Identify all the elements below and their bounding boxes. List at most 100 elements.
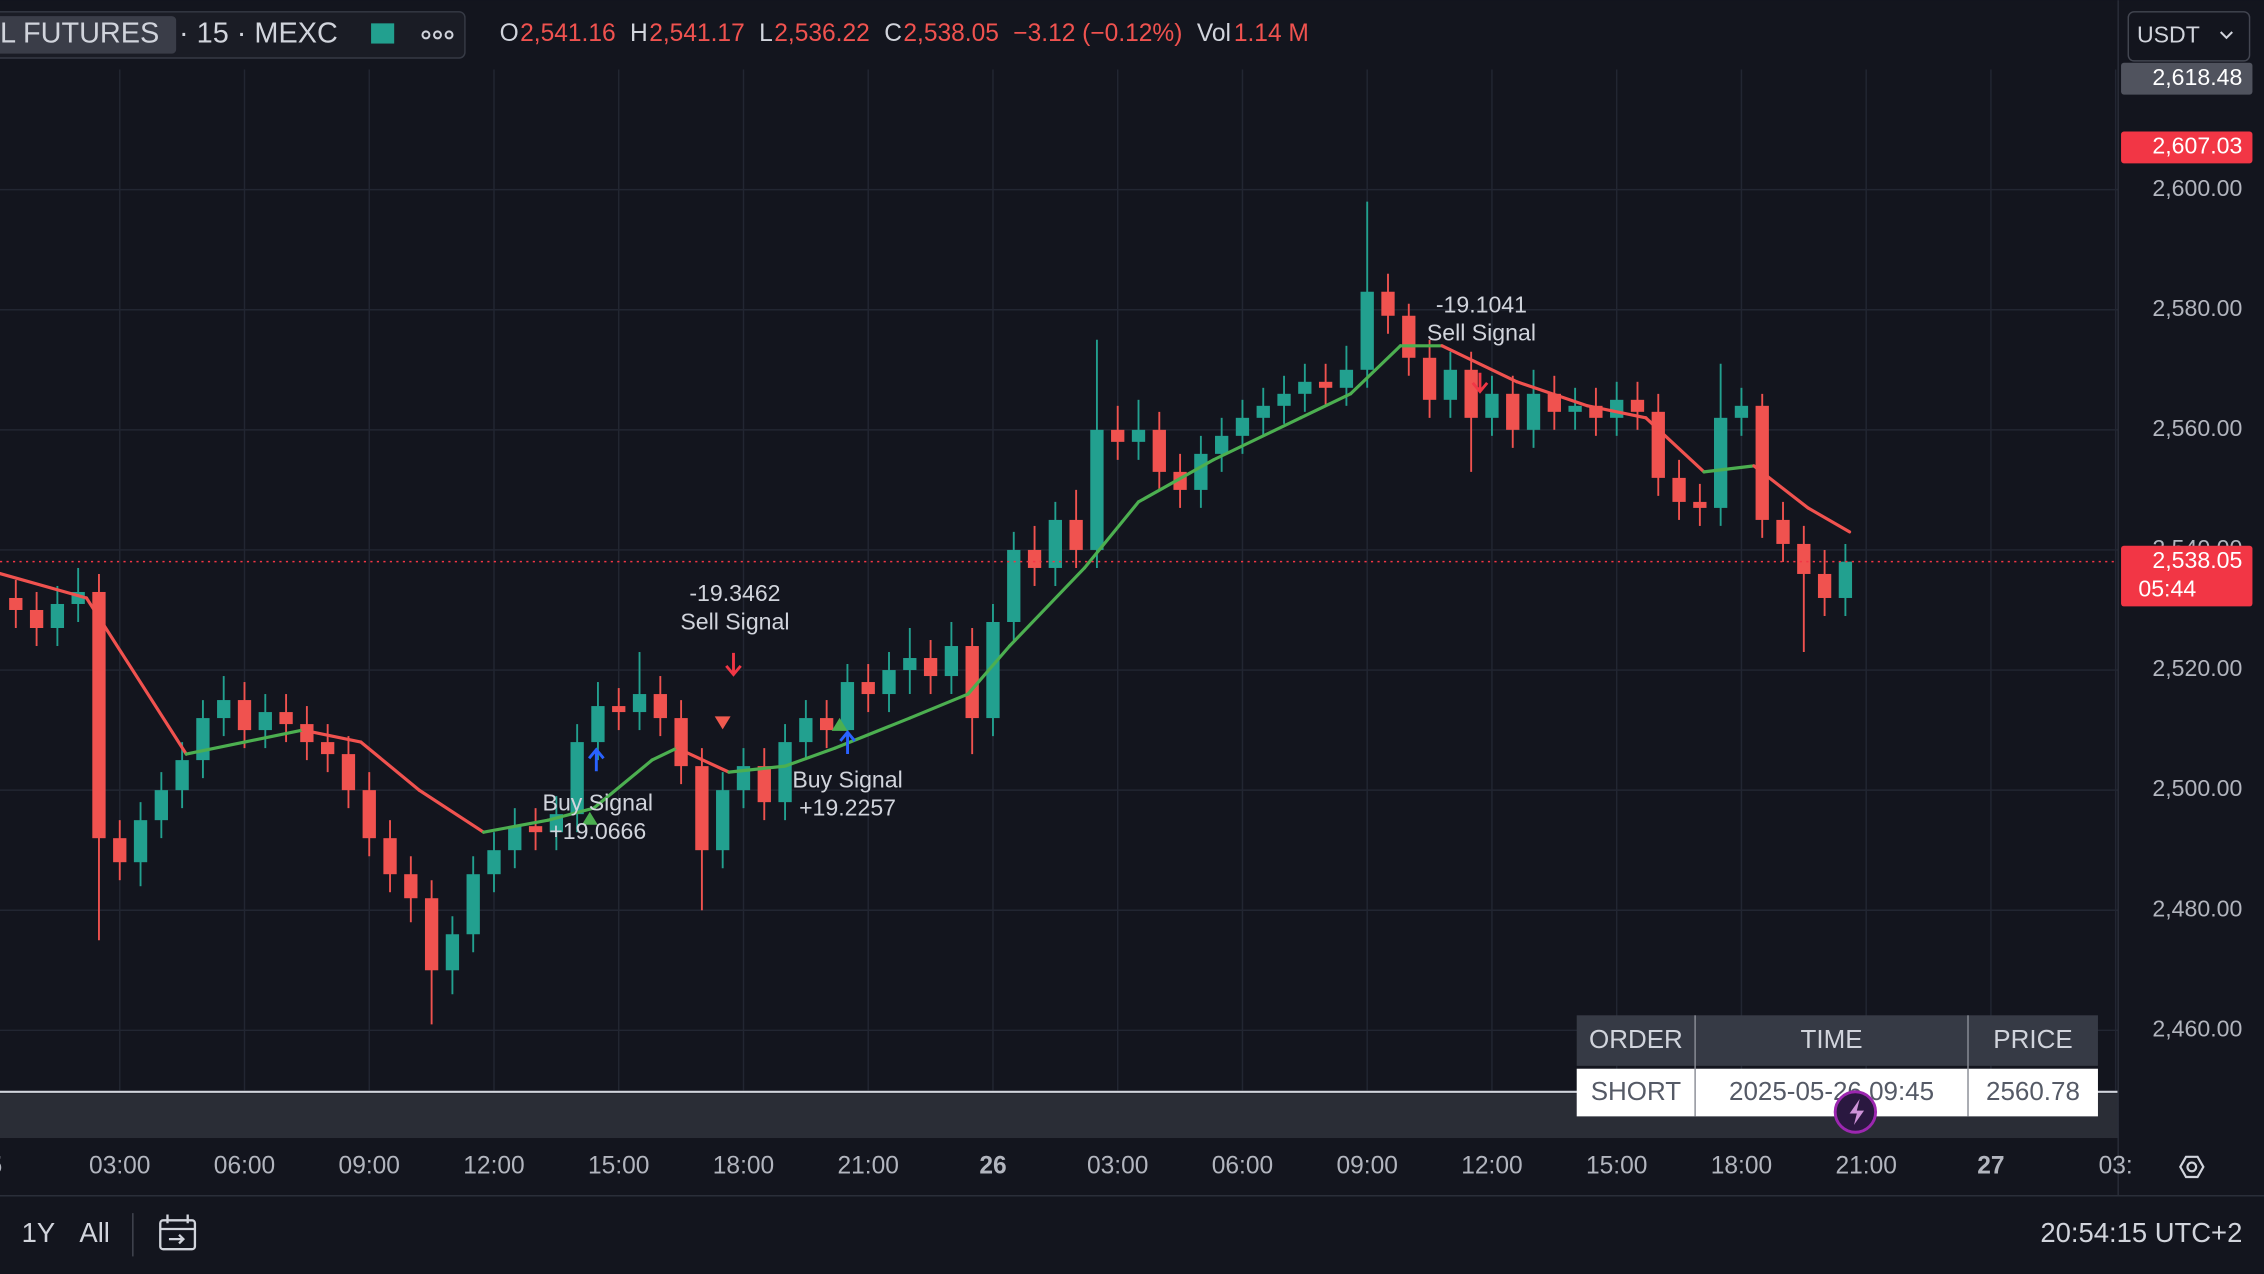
candle-body xyxy=(965,646,979,719)
dropdown-chevron xyxy=(2219,31,2233,40)
candle-body xyxy=(570,742,584,815)
moving-average-segment xyxy=(1702,464,1756,474)
moving-average-segment xyxy=(1644,416,1706,474)
date-range-icon[interactable] xyxy=(159,1214,197,1251)
moving-average-segment xyxy=(1440,344,1519,384)
candle-body xyxy=(92,591,106,839)
moving-average-segment xyxy=(184,740,247,756)
ohlc-value: 2,541.17 xyxy=(649,20,745,47)
candle-body xyxy=(154,790,168,821)
y-tick-label: 2,460.00 xyxy=(2152,1015,2242,1041)
currency[interactable]: USDT xyxy=(2137,21,2200,47)
moving-average-segment xyxy=(1136,458,1215,504)
candle-body xyxy=(9,597,23,610)
candle-body xyxy=(1298,381,1312,394)
x-tick-label: 26 xyxy=(979,1152,1006,1179)
price-tag-label: 2,538.05 xyxy=(2152,547,2242,573)
moving-average-segment xyxy=(1806,506,1852,534)
moving-average-segment xyxy=(727,764,787,774)
candle-body xyxy=(217,700,231,719)
moving-average-segment xyxy=(0,571,89,600)
candle-body xyxy=(1713,417,1728,508)
candle-body xyxy=(341,754,356,791)
candle-body xyxy=(50,603,65,629)
candle-body xyxy=(1007,549,1021,623)
candle-body xyxy=(1111,429,1125,442)
symbol-highlight xyxy=(0,16,177,54)
x-tick-label: 27 xyxy=(1977,1152,2004,1179)
x-tick-label: 18:00 xyxy=(1711,1152,1772,1179)
candle-body xyxy=(819,718,834,731)
volume-value: 1.14 M xyxy=(1234,20,1309,47)
x-tick-label: 06:00 xyxy=(1212,1152,1273,1179)
x-tick-label: 18:00 xyxy=(713,1152,774,1179)
candle-body xyxy=(1277,393,1291,406)
range-button[interactable]: All xyxy=(79,1217,109,1248)
signal-label: Buy Signal xyxy=(543,790,653,816)
candle-body xyxy=(1817,573,1832,598)
candle-body xyxy=(1090,429,1104,550)
candle-body xyxy=(757,766,771,803)
y-tick-label: 2,560.00 xyxy=(2152,415,2242,441)
candle-body xyxy=(653,694,667,719)
moving-average-segment xyxy=(301,728,363,744)
candle-body xyxy=(1360,291,1374,370)
range-button[interactable]: 1Y xyxy=(22,1217,56,1248)
candle-body xyxy=(1838,561,1853,598)
candle-body xyxy=(1422,357,1437,400)
table-cell: 2025-05-26 09:45 xyxy=(1729,1076,1934,1106)
table-header: ORDER xyxy=(1589,1024,1683,1054)
candle-body xyxy=(1402,315,1416,358)
candle-body xyxy=(508,826,522,851)
ohlc-value: 2,536.22 xyxy=(774,20,870,47)
candle-body xyxy=(799,718,813,743)
candle-body xyxy=(237,700,252,731)
candle-body xyxy=(1651,411,1665,478)
candle-body xyxy=(1526,393,1541,430)
signal-label: -19.1041 xyxy=(1436,291,1527,317)
candle-body xyxy=(113,838,127,863)
candle-body xyxy=(1547,393,1561,412)
candle-body xyxy=(1215,435,1229,454)
change: −3.12 (−0.12%) xyxy=(1013,20,1182,47)
signal-label: -19.3462 xyxy=(689,580,780,606)
candle-body xyxy=(362,790,376,839)
symbol-details: · 15 · MEXC xyxy=(179,18,338,50)
price-tag xyxy=(2121,62,2253,95)
symbol[interactable]: L FUTURES xyxy=(0,18,159,50)
candle-body xyxy=(882,670,896,695)
x-tick-label: 15:00 xyxy=(1586,1152,1647,1179)
ohlc-key: O xyxy=(500,20,519,47)
candle-body xyxy=(29,609,44,629)
moving-average-segment xyxy=(1211,416,1303,462)
moving-average-segment xyxy=(84,596,188,756)
currency-select[interactable] xyxy=(2127,11,2251,62)
signal-label: Buy Signal xyxy=(792,766,902,792)
candle-body xyxy=(1755,405,1769,520)
candle-body xyxy=(404,874,418,899)
table-header: TIME xyxy=(1801,1024,1863,1054)
x-tick-label: 09:00 xyxy=(1337,1152,1398,1179)
x-tick-label: 15:00 xyxy=(588,1152,649,1179)
candle-body xyxy=(1610,399,1624,418)
candle-body xyxy=(279,712,293,725)
x-tick-label: 12:00 xyxy=(1461,1152,1522,1179)
candle-body xyxy=(591,706,605,743)
table-cell: SHORT xyxy=(1591,1076,1682,1106)
candle-body xyxy=(1027,549,1042,568)
settings-icon[interactable] xyxy=(2179,1155,2205,1179)
more-icon[interactable] xyxy=(421,30,454,40)
candle-body xyxy=(466,874,480,935)
candle-body xyxy=(840,682,855,731)
moving-average-segment xyxy=(242,728,305,744)
candle-body xyxy=(445,934,460,971)
moving-average-segment xyxy=(1752,464,1810,510)
candle-body xyxy=(1443,369,1458,400)
candle-body xyxy=(986,622,1000,719)
moving-average-segment xyxy=(546,806,596,822)
table-text: ORDER TIME PRICE SHORT 2025-05-26 09:45 2560.… xyxy=(1589,1024,2080,1106)
signal-label: +19.2257 xyxy=(799,795,896,821)
candle-body xyxy=(1131,429,1146,442)
